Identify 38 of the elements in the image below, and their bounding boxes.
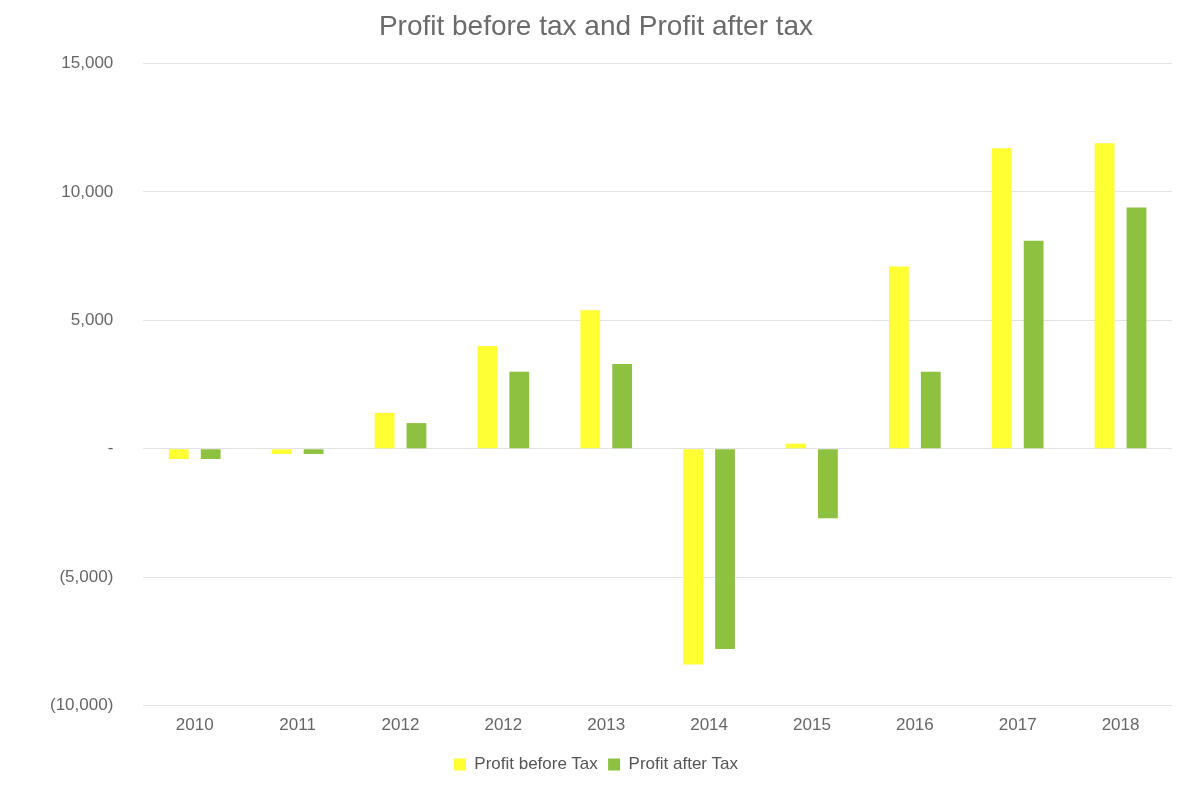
bar <box>889 266 909 449</box>
x-tick-label: 2011 <box>279 715 316 735</box>
legend-label: Profit before Tax <box>474 754 599 774</box>
y-tick-label: - <box>107 438 114 458</box>
y-tick-label: 15,000 <box>61 53 114 73</box>
y-tick-label: (5,000) <box>59 566 114 586</box>
x-tick-label: 2015 <box>793 715 831 735</box>
x-tick-label: 2010 <box>175 715 214 735</box>
bar <box>920 371 941 449</box>
bar <box>1094 143 1115 449</box>
bar <box>374 412 395 449</box>
bar <box>683 449 704 665</box>
y-tick-label: 5,000 <box>70 310 114 330</box>
x-tick-label: 2012 <box>484 715 523 735</box>
bar <box>271 449 292 454</box>
x-tick-label: 2014 <box>690 715 729 735</box>
x-tick-label: 2012 <box>381 715 420 735</box>
bar <box>580 310 601 449</box>
bar <box>477 346 498 449</box>
bar <box>509 371 530 449</box>
bar <box>715 449 735 650</box>
x-tick-label: 2018 <box>1101 715 1140 735</box>
bar <box>991 148 1012 449</box>
bar <box>200 449 221 460</box>
bar <box>1126 207 1147 449</box>
y-tick-label: 10,000 <box>61 181 114 201</box>
bar <box>1023 240 1044 449</box>
x-tick-label: 2013 <box>587 715 626 735</box>
bar <box>303 449 324 454</box>
bar <box>168 449 189 460</box>
bar <box>612 364 633 449</box>
chart-title: Profit before tax and Profit after tax <box>378 9 814 41</box>
bar <box>406 423 427 449</box>
bar <box>818 449 838 519</box>
legend-label: Profit after Tax <box>628 754 739 774</box>
x-tick-label: 2016 <box>895 715 934 735</box>
x-tick-label: 2017 <box>998 715 1037 735</box>
y-tick-label: (10,000) <box>49 695 114 715</box>
